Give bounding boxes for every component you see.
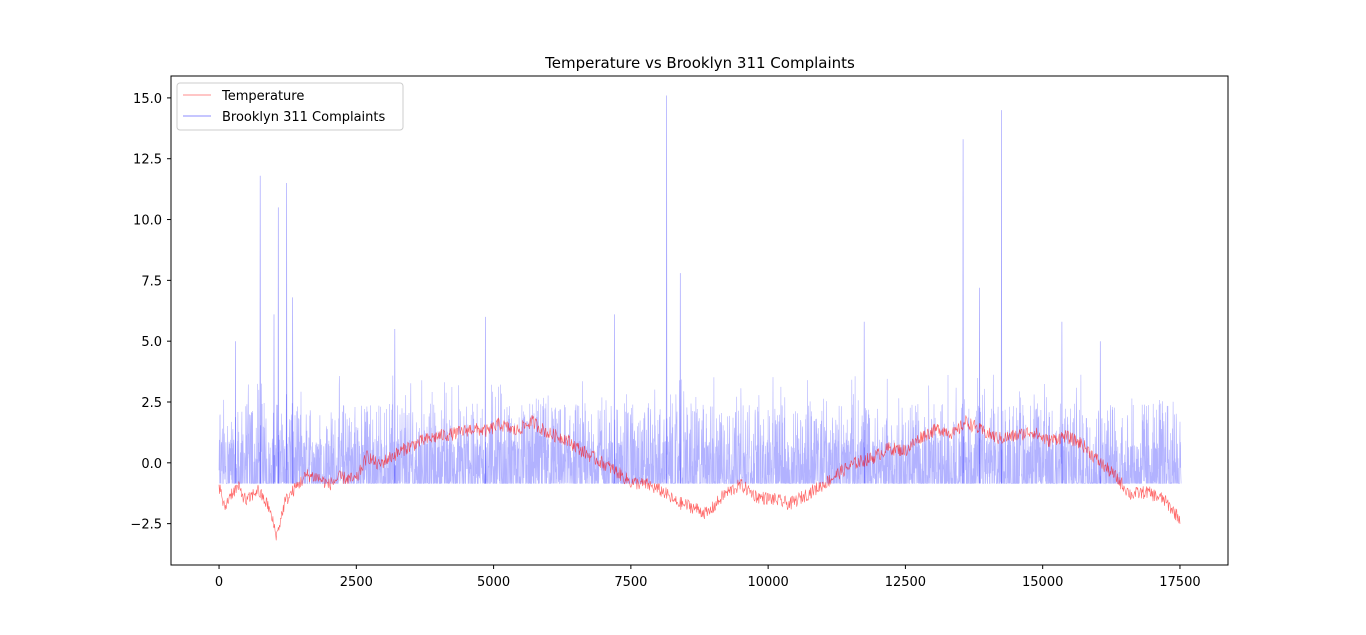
- complaints-peak-4: [273, 314, 275, 484]
- complaints-peak-8: [613, 314, 616, 484]
- x-tick-label: 12500: [885, 575, 926, 590]
- complaints-peak-1: [277, 207, 280, 484]
- x-tick-label: 10000: [747, 575, 788, 590]
- x-tick-label: 5000: [477, 575, 510, 590]
- x-tick-label: 7500: [614, 575, 647, 590]
- complaints-peak-3: [291, 297, 294, 484]
- axes-frame: [170, 75, 1229, 566]
- complaints-peak-11: [863, 321, 865, 484]
- legend-box: [176, 82, 404, 131]
- plot-area: [218, 95, 1182, 541]
- complaints-peak-9: [665, 95, 668, 484]
- chart-title: Temperature vs Brooklyn 311 Complaints: [544, 54, 855, 72]
- complaints-peak-7: [484, 316, 487, 484]
- legend: Temperature Brooklyn 311 Complaints: [176, 82, 404, 131]
- series-line-complaints: [218, 374, 1182, 485]
- x-tick-label: 15000: [1022, 575, 1063, 590]
- y-tick-label: 0.0: [141, 457, 162, 472]
- series-line-temperature: [218, 415, 1181, 541]
- y-tick-label: 12.5: [133, 153, 162, 168]
- x-tick-label: 0: [215, 575, 223, 590]
- complaints-peak-13: [978, 287, 981, 484]
- series-group: [218, 95, 1182, 541]
- legend-label-temperature: Temperature: [221, 89, 304, 104]
- y-tick-label: 15.0: [133, 92, 162, 107]
- y-tick-label: 10.0: [133, 214, 162, 229]
- legend-label-complaints: Brooklyn 311 Complaints: [222, 110, 386, 125]
- complaints-peak-14: [1000, 110, 1003, 484]
- y-tick-label: 5.0: [141, 335, 162, 350]
- axis-ticks: 0 2500 5000 7500 10000 12500 15000 17500 −2.5 0.0…: [130, 92, 1200, 590]
- x-tick-label: 2500: [340, 575, 373, 590]
- y-tick-label: 7.5: [141, 274, 162, 289]
- x-tick-label: 17500: [1159, 575, 1200, 590]
- complaints-peak-12: [962, 139, 964, 484]
- complaints-peak-2: [285, 182, 288, 484]
- y-tick-label: 2.5: [141, 396, 162, 411]
- complaints-peak-16: [1099, 341, 1102, 484]
- complaints-peak-6: [394, 328, 396, 484]
- complaints-peak-15: [1061, 321, 1063, 484]
- complaints-peak-0: [259, 175, 261, 484]
- y-tick-label: −2.5: [130, 518, 162, 533]
- complaints-peak-5: [234, 341, 237, 484]
- complaints-peak-10: [679, 273, 681, 484]
